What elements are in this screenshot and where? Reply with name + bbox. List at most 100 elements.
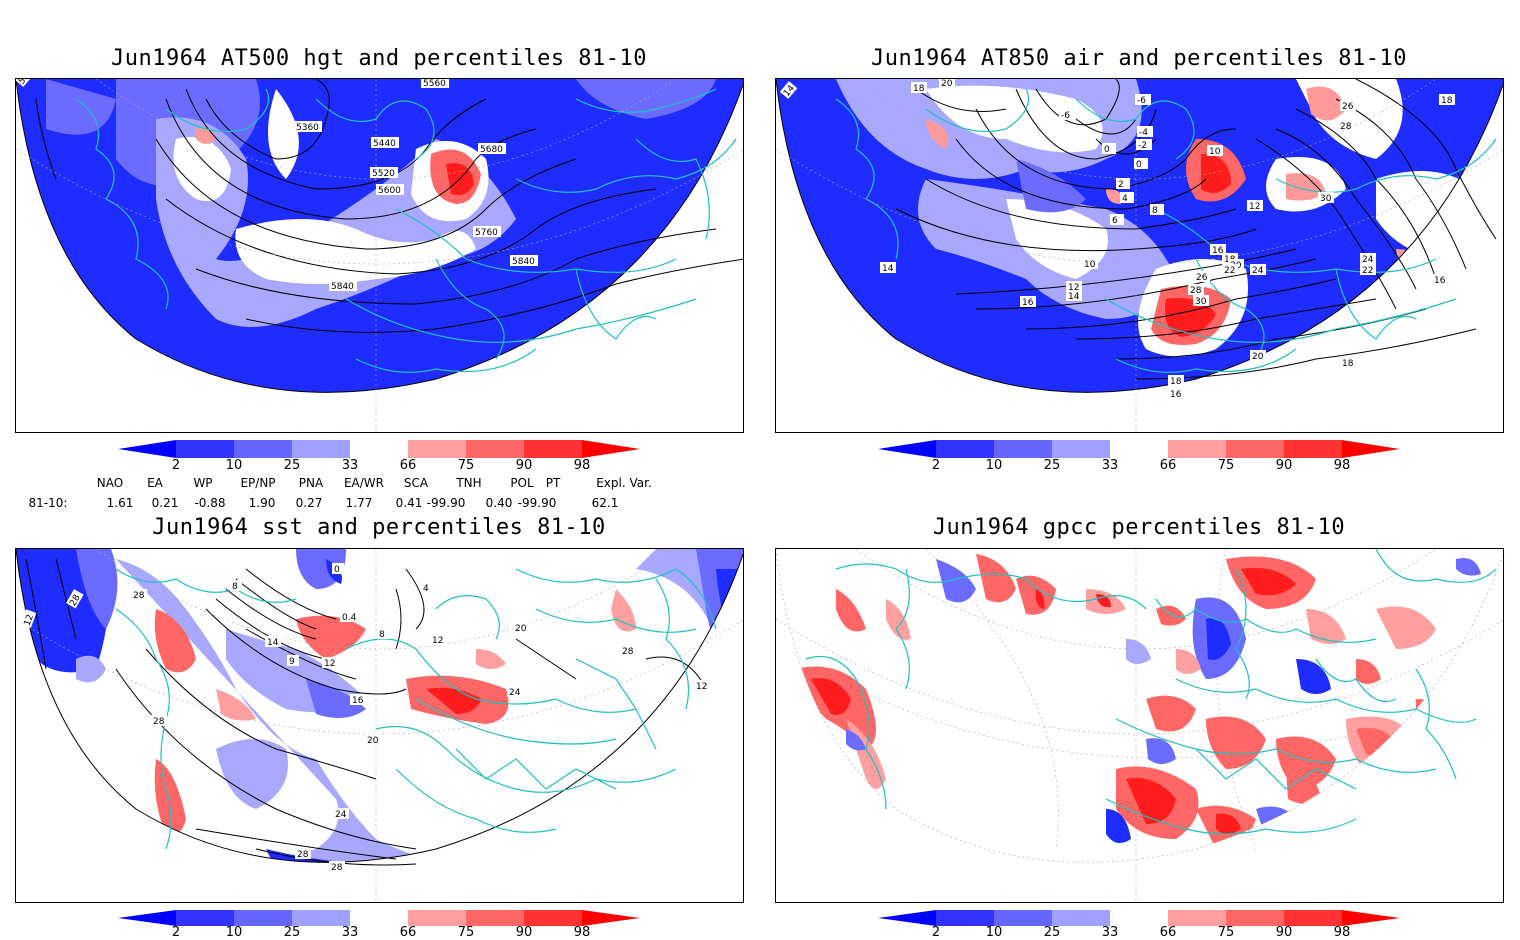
contour-label: 5760 [475,228,498,238]
contour-label: 8 [379,630,385,640]
index-header: WP [193,476,213,490]
contour-label: 12 [432,636,443,646]
contour-label: 0 [334,565,340,575]
colorbar-label: 10 [225,458,243,473]
colorbar-label: 33 [341,458,359,473]
index-header: NAO [96,476,124,490]
colorbar-bottom-left: 2 10 25 33 66 75 90 98 [118,910,648,940]
colorbar-label: 10 [985,925,1003,940]
panel-title-2: Jun1964 AT850 air and percentiles 81-10 [870,46,1408,71]
contour-label: 28 [297,850,309,860]
colorbar-top-right: 2 10 25 33 66 75 90 98 [878,440,1408,476]
contour-label: 18 [913,84,925,94]
contour-labels-sst: 12 28 28 8 0 4 0.4 8 12 14 12 9 16 20 24… [20,563,710,873]
colorbar-label: 75 [1217,458,1235,473]
colorbar-swatches [118,910,640,926]
colorbar-label: 25 [283,925,301,940]
contour-label: 6 [1112,216,1118,226]
contour-label: 28 [153,717,165,727]
contour-label: 14 [267,638,279,648]
index-header: PNA [298,476,324,490]
contour-label: 12 [1068,283,1079,293]
colorbar-label: 10 [225,925,243,940]
contour-label: 20 [941,79,953,89]
panel-title-1: Jun1964 AT500 hgt and percentiles 81-10 [110,46,648,71]
index-value: 62.1 [591,496,619,510]
colorbar-swatches [878,910,1400,926]
contour-label: 5360 [296,123,319,133]
index-header: Expl. Var. [596,476,652,490]
contour-label: 14 [882,264,894,274]
contour-label: 30 [1320,194,1332,204]
contour-label: 26 [1342,102,1354,112]
colorbar-swatches [118,440,640,458]
contour-label: 18 [1441,96,1453,106]
contour-label: 10 [1084,260,1096,270]
contour-label: 28 [1190,286,1202,296]
colorbar-label: 90 [1275,458,1293,473]
contour-label: 16 [1170,390,1182,400]
index-header: POL [510,476,534,490]
contour-label: 20 [515,624,527,634]
colorbar-bottom-right: 2 10 25 33 66 75 90 98 [878,910,1408,940]
contour-label: 28 [133,591,145,601]
contour-label: 10 [1209,147,1221,157]
map-500hgt-svg: 5840 5360 5440 5520 5600 5680 5760 5840 … [16,79,743,432]
contour-label: 5520 [372,169,395,179]
colorbar-label: 75 [1217,925,1235,940]
colorbar-label: 25 [283,458,301,473]
index-header: TNH [456,476,482,490]
colorbar-label: 33 [1101,458,1119,473]
contour-label: 4 [1122,194,1128,204]
contour-label: -4 [1139,128,1148,138]
map-panel-gpcc [775,548,1504,903]
map-sst-svg: 12 28 28 8 0 4 0.4 8 12 14 12 9 16 20 24… [16,549,743,902]
contour-label: 0 [1136,160,1142,170]
colorbar-label: 75 [457,925,475,940]
index-header: PT [545,476,561,490]
index-value: 1.61 [106,496,134,510]
contour-label: 24 [1362,255,1374,265]
index-header: EP/NP [240,476,276,490]
contour-label: 12 [696,682,707,692]
contour-label: 20 [367,736,379,746]
colorbar-label: 2 [171,458,181,473]
colorbar-label: 10 [985,458,1003,473]
map-gpcc-svg [776,549,1503,902]
index-value: 0.41 [395,496,423,510]
colorbar-label: 66 [399,925,417,940]
contour-label: 18 [1342,359,1354,369]
contour-label: 0.4 [342,613,357,623]
contour-label: 5560 [423,79,446,89]
contour-label: 28 [1340,122,1352,132]
contour-label: 16 [1022,298,1034,308]
contour-label: 4 [423,584,429,594]
contour-label: 24 [1252,266,1264,276]
contour-label: 26 [1196,273,1208,283]
index-values: 81-10: 1.61 0.21 -0.88 1.90 0.27 1.77 0.… [0,496,760,512]
index-row-label: 81-10: [28,496,68,510]
colorbar-label: 90 [515,925,533,940]
contour-label: 28 [331,863,343,873]
index-value: 0.27 [295,496,323,510]
map-850air-svg: 14 18 20 -6 -6 -4 -2 0 0 2 4 6 8 10 12 1… [776,79,1503,432]
colorbar-label: 98 [1333,458,1351,473]
index-value: 0.40 [485,496,513,510]
contour-labels-850air: 14 18 20 -6 -6 -4 -2 0 0 2 4 6 8 10 12 1… [779,79,1455,400]
index-value: 0.21 [151,496,179,510]
colorbar-label: 66 [399,458,417,473]
index-header: EA/WR [343,476,385,490]
contour-label: 12 [1249,202,1260,212]
contour-label: -2 [1138,141,1147,151]
colorbar-label: 90 [515,458,533,473]
index-value: -99.90 [517,496,557,510]
contour-label: 8 [232,582,238,592]
contour-label: -6 [1061,111,1070,121]
contour-label: 2 [1118,180,1124,190]
contour-label: 8 [1152,206,1158,216]
colorbar-label: 33 [341,925,359,940]
contour-label: 18 [1170,377,1182,387]
colorbar-label: 98 [573,458,591,473]
contour-label: 16 [1434,276,1446,286]
index-value: 1.77 [345,496,373,510]
